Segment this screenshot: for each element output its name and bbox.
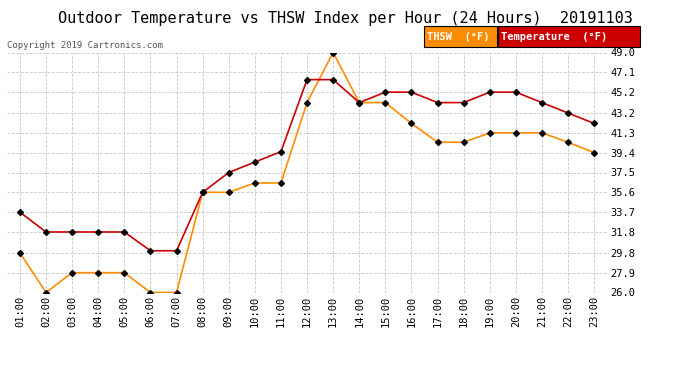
Text: Copyright 2019 Cartronics.com: Copyright 2019 Cartronics.com xyxy=(7,41,163,50)
Text: THSW  (°F): THSW (°F) xyxy=(427,32,490,42)
Text: Temperature  (°F): Temperature (°F) xyxy=(501,32,607,42)
Text: Outdoor Temperature vs THSW Index per Hour (24 Hours)  20191103: Outdoor Temperature vs THSW Index per Ho… xyxy=(57,11,633,26)
